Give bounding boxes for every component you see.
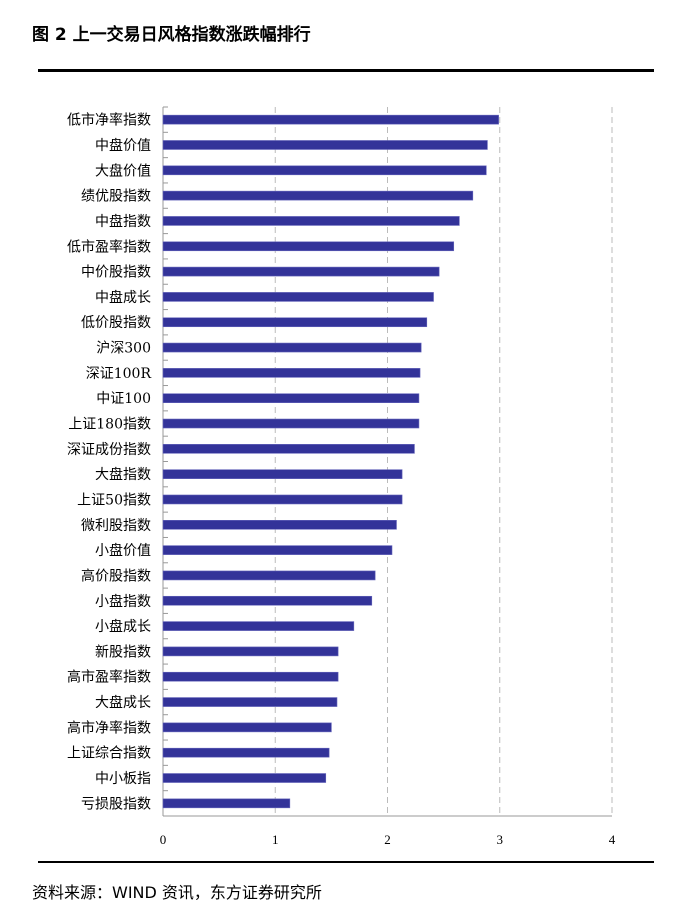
category-label: 低市净率指数 xyxy=(67,112,151,129)
bottom-rule xyxy=(38,861,654,863)
bar xyxy=(162,368,421,378)
bar xyxy=(162,418,420,429)
bar xyxy=(162,444,415,454)
bar xyxy=(162,697,338,707)
top-rule xyxy=(38,69,654,72)
x-tick-label: 4 xyxy=(609,832,616,847)
category-label: 新股指数 xyxy=(95,644,151,660)
category-label: 大盘成长 xyxy=(95,694,151,711)
bar xyxy=(162,292,434,302)
category-label: 微利股指数 xyxy=(81,518,151,534)
bar xyxy=(162,747,330,758)
category-label: 低市盈率指数 xyxy=(67,238,151,255)
bar xyxy=(162,570,376,581)
category-label: 深证成份指数 xyxy=(67,442,151,458)
bar xyxy=(162,520,397,530)
category-label: 高价股指数 xyxy=(81,567,151,584)
category-label: 低价股指数 xyxy=(81,315,151,331)
bar xyxy=(162,342,422,353)
bar xyxy=(162,773,327,783)
bar xyxy=(162,722,332,733)
bar xyxy=(162,646,339,657)
category-label: 小盘指数 xyxy=(95,593,151,610)
category-label: 深证100R xyxy=(86,366,152,382)
category-label: 绩优股指数 xyxy=(81,189,151,205)
category-label: 亏损股指数 xyxy=(81,796,151,812)
x-tick-label: 1 xyxy=(272,832,279,847)
bar xyxy=(162,165,487,176)
category-label: 上证综合指数 xyxy=(67,746,151,762)
bar xyxy=(162,216,460,226)
category-label: 上证50指数 xyxy=(77,492,151,508)
bar xyxy=(162,140,488,150)
bar xyxy=(162,621,355,631)
category-label: 中小板指 xyxy=(95,771,151,787)
x-tick-label: 0 xyxy=(160,832,167,847)
category-label: 小盘价值 xyxy=(95,542,151,559)
bar xyxy=(162,671,339,682)
source-note: 资料来源：WIND 资讯，东方证券研究所 xyxy=(32,883,322,902)
bar xyxy=(162,595,373,606)
category-label: 中盘价值 xyxy=(95,137,151,154)
bar xyxy=(162,798,291,809)
category-label: 中价股指数 xyxy=(81,265,151,281)
category-label: 大盘价值 xyxy=(95,162,151,179)
bar xyxy=(162,469,403,479)
bar xyxy=(162,494,403,505)
category-label: 高市盈率指数 xyxy=(67,669,151,686)
bar xyxy=(162,545,393,555)
category-label: 中证100 xyxy=(96,391,151,407)
category-label: 中盘成长 xyxy=(95,289,151,306)
category-label: 小盘成长 xyxy=(95,618,151,635)
figure-title: 图 2 上一交易日风格指数涨跌幅排行 xyxy=(32,25,311,45)
category-label: 沪深300 xyxy=(96,341,151,357)
bar xyxy=(162,241,455,252)
bar xyxy=(162,393,420,403)
category-label: 上证180指数 xyxy=(68,417,151,433)
x-tick-label: 2 xyxy=(384,832,391,847)
category-label: 大盘指数 xyxy=(95,466,151,483)
bar xyxy=(162,266,440,277)
bar xyxy=(162,317,428,328)
x-tick-label: 3 xyxy=(497,832,504,847)
bar xyxy=(162,114,499,125)
category-label: 高市净率指数 xyxy=(67,719,151,736)
bar xyxy=(162,190,474,201)
category-label: 中盘指数 xyxy=(95,213,151,230)
